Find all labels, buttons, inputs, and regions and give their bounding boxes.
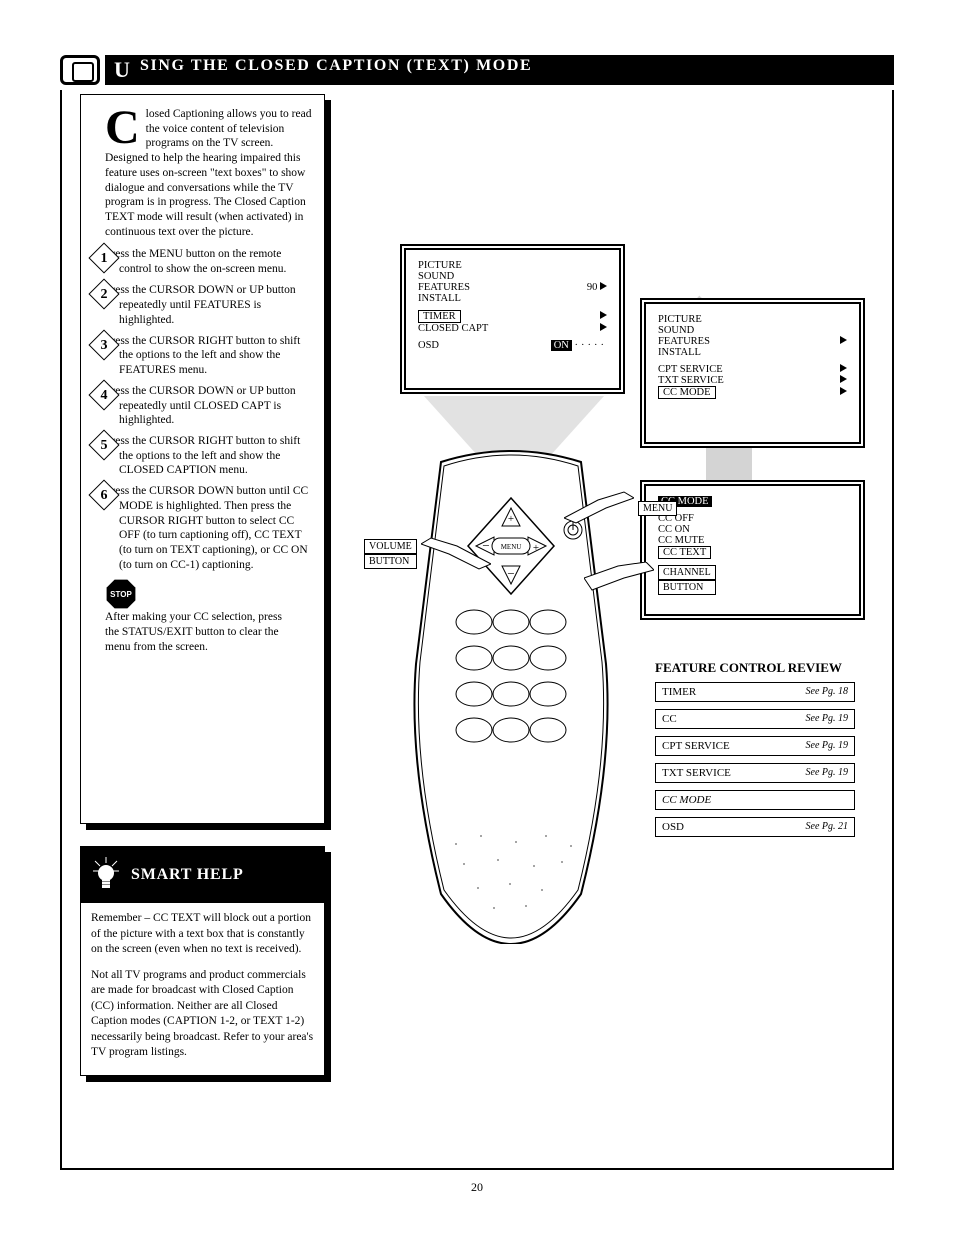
review-list: TIMERSee Pg. 18 CCSee Pg. 19 CPT SERVICESe… (655, 682, 855, 844)
review-row: TIMERSee Pg. 18 (655, 682, 855, 702)
fbox: CHANNEL (658, 565, 716, 580)
osd-row: PICTURE (418, 260, 607, 271)
osd-on-hl: ON (551, 340, 572, 351)
tip-title: SMART HELP (131, 866, 244, 884)
osd1-rows: PICTURESOUNDFEATURES90 INSTALL (418, 260, 607, 304)
step-list: 1Press the MENU button on the remote con… (105, 247, 312, 572)
step-5: 5Press the CURSOR RIGHT button to shift … (105, 434, 312, 478)
t: ELP (210, 866, 244, 883)
osd-row: PICTURE (658, 314, 847, 325)
fbox: BUTTON (364, 554, 417, 569)
step-text: Press the CURSOR DOWN button until CC MO… (105, 484, 312, 572)
osd-row: INSTALL (658, 347, 847, 358)
osd3-opt: CC ON (658, 524, 847, 535)
osd3-header: CC MODE (658, 496, 847, 507)
step-4: 4Press the CURSOR DOWN or UP button repe… (105, 384, 312, 428)
fbox: MENU (638, 501, 677, 516)
step-text: Press the CURSOR DOWN or UP button repea… (105, 283, 312, 327)
frame (60, 1168, 894, 1170)
review-row: CC MODE (655, 790, 855, 810)
t: EVIEW (797, 660, 842, 675)
osd-main-menu: PICTURESOUNDFEATURES90 INSTALL TIMERCLOS… (400, 244, 625, 394)
svg-text:STOP: STOP (110, 591, 132, 600)
tip-header: SMART HELP (81, 847, 324, 903)
bulb-icon (91, 855, 121, 895)
stop-row: STOP After making your CC selection, pre… (105, 578, 312, 654)
tip-body: Remember – CC TEXT will block out a port… (81, 903, 324, 1079)
t: C (316, 57, 329, 74)
frame (892, 90, 894, 1170)
osd-row: SOUND (658, 325, 847, 336)
tv-icon (60, 55, 100, 85)
tip-card: SMART HELP Remember – CC TEXT will block… (80, 846, 325, 1076)
t: H (197, 866, 210, 883)
frame (60, 90, 62, 1170)
t: C (235, 57, 248, 74)
osd3-opt: CC MUTE (658, 535, 847, 546)
t: (TEXT) MODE (407, 57, 533, 74)
osd-row: TIMER (418, 310, 607, 323)
osd3-opt: CC OFF (658, 513, 847, 524)
finger-3: CHANNEL BUTTON (584, 562, 716, 598)
finger-1: MENU (564, 490, 677, 526)
review-row: OSDSee Pg. 21 (655, 817, 855, 837)
step-text: Press the CURSOR RIGHT button to shift t… (105, 334, 312, 378)
t: ONTROL (729, 660, 785, 675)
page-number: 20 (0, 1180, 954, 1195)
review-row: TXT SERVICESee Pg. 19 (655, 763, 855, 783)
review-row: CCSee Pg. 19 (655, 709, 855, 729)
review-row: CPT SERVICESee Pg. 19 (655, 736, 855, 756)
osd-row: FEATURES90 (418, 282, 607, 293)
fbox: BUTTON (658, 580, 716, 595)
t: F (655, 660, 663, 675)
drop-cap: C (105, 105, 146, 147)
stop-icon: STOP (105, 578, 137, 610)
osd-row: INSTALL (418, 293, 607, 304)
osd-row: CPT SERVICE (658, 364, 847, 375)
svg-text:+: + (533, 542, 539, 554)
tip-p2: Not all TV programs and product commerci… (91, 968, 314, 1061)
finger-2: VOLUME BUTTON (364, 536, 491, 572)
step-text: Press the CURSOR RIGHT button to shift t… (105, 434, 312, 478)
instructions-card: C losed Captioning allows you to read th… (80, 94, 325, 824)
svg-text:+: + (508, 513, 514, 525)
step-3: 3Press the CURSOR RIGHT button to shift … (105, 334, 312, 378)
t: EATURE (663, 660, 716, 675)
t: SING THE (140, 57, 229, 74)
t: LOSED (248, 57, 310, 74)
menu-button-label: MENU (501, 543, 522, 551)
tip-p1: Remember – CC TEXT will block out a port… (91, 911, 314, 958)
osd-features-menu: PICTURESOUNDFEATURESINSTALL CPT SERVICET… (640, 298, 865, 448)
t: R (788, 660, 797, 675)
t: MART (141, 866, 192, 883)
t: C (719, 660, 728, 675)
osd-row: CC MODE (658, 386, 847, 399)
review-title: FEATURE CONTROL REVIEW (655, 660, 842, 676)
osd-row: CLOSED CAPT (418, 323, 607, 334)
osd3-sel-row: CC TEXT (658, 546, 847, 559)
step-2: 2Press the CURSOR DOWN or UP button repe… (105, 283, 312, 327)
stop-text: After making your CC selection, press th… (105, 610, 295, 654)
fbox: VOLUME (364, 539, 417, 554)
osd3-sel: CC TEXT (658, 546, 711, 559)
osd1-sub: TIMERCLOSED CAPT (418, 310, 607, 334)
title-rest: SING THE CLOSED CAPTION (TEXT) MODE (140, 57, 532, 75)
step-text: Press the CURSOR DOWN or UP button repea… (105, 384, 312, 428)
step-1: 1Press the MENU button on the remote con… (105, 247, 312, 281)
osd-lab: OSD (418, 340, 439, 351)
t: S (131, 866, 141, 883)
osd2-sub: CPT SERVICETXT SERVICECC MODE (658, 364, 847, 399)
osd3-opts: CC OFFCC ONCC MUTE (658, 513, 847, 546)
osd-row: SOUND (418, 271, 607, 282)
step-text: Press the MENU button on the remote cont… (105, 247, 312, 276)
osd-row: TXT SERVICE (658, 375, 847, 386)
svg-text:−: − (507, 566, 514, 581)
t: APTION (329, 57, 401, 74)
osd2-rows: PICTURESOUNDFEATURESINSTALL (658, 314, 847, 358)
osd1-osd-row: OSD ON ····· (418, 340, 607, 351)
title-initial: U (110, 55, 134, 85)
step-6: 6Press the CURSOR DOWN button until CC M… (105, 484, 312, 572)
osd-row: FEATURES (658, 336, 847, 347)
